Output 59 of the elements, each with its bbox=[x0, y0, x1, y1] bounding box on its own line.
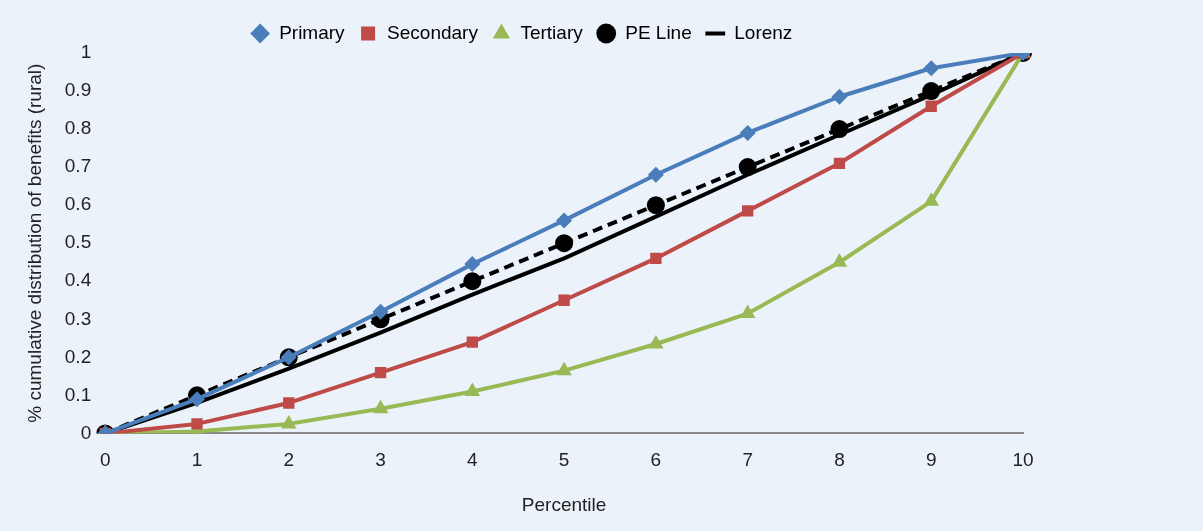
point bbox=[463, 272, 482, 291]
x-axis-title: Percentile bbox=[521, 493, 607, 515]
point bbox=[739, 124, 756, 141]
y-tick-label: 0 bbox=[80, 421, 92, 443]
y-tick-label: 0.8 bbox=[64, 117, 92, 139]
y-tick-label: 0.3 bbox=[64, 307, 92, 329]
point bbox=[647, 166, 664, 183]
point bbox=[648, 335, 664, 349]
x-tick-label: 3 bbox=[375, 449, 386, 471]
point bbox=[372, 303, 389, 320]
x-tick-label: 0 bbox=[99, 449, 111, 471]
point bbox=[280, 414, 297, 429]
point bbox=[830, 120, 849, 139]
y-axis-title: % cumulative distribution of benefits (rural) bbox=[23, 63, 45, 423]
legend-label: PE Line bbox=[625, 21, 692, 43]
point bbox=[742, 205, 754, 217]
legend-label: Primary bbox=[279, 21, 346, 43]
point bbox=[191, 418, 203, 430]
y-tick-label: 0.1 bbox=[64, 383, 92, 405]
point bbox=[464, 256, 481, 273]
legend-label: Secondary bbox=[387, 21, 479, 43]
y-tick-label: 0.5 bbox=[64, 231, 92, 253]
point bbox=[555, 234, 574, 253]
point bbox=[556, 361, 572, 376]
point bbox=[466, 336, 478, 348]
point bbox=[925, 100, 937, 112]
point bbox=[283, 397, 295, 409]
legend-label: Lorenz bbox=[734, 21, 793, 43]
point bbox=[464, 382, 481, 397]
point bbox=[831, 253, 848, 267]
legend-label: Tertiary bbox=[520, 21, 584, 43]
point bbox=[922, 82, 941, 101]
x-tick-label: 2 bbox=[283, 449, 295, 471]
point bbox=[923, 60, 940, 77]
y-tick-label: 0.9 bbox=[64, 79, 92, 101]
point bbox=[556, 212, 573, 229]
point bbox=[374, 366, 387, 379]
point bbox=[372, 399, 389, 414]
point bbox=[650, 252, 662, 265]
point bbox=[739, 304, 756, 319]
point bbox=[558, 294, 570, 306]
x-tick-label: 6 bbox=[650, 449, 662, 471]
x-tick-label: 10 bbox=[1012, 449, 1034, 471]
y-tick-label: 0.6 bbox=[64, 193, 92, 215]
y-tick-label: 0.7 bbox=[64, 155, 92, 177]
x-tick-label: 9 bbox=[925, 449, 937, 471]
x-tick-label: 4 bbox=[467, 449, 479, 471]
x-tick-label: 7 bbox=[742, 449, 753, 471]
x-tick-label: 8 bbox=[834, 449, 845, 471]
x-tick-label: 1 bbox=[191, 449, 203, 471]
point bbox=[738, 158, 757, 177]
point bbox=[188, 391, 205, 408]
x-tick-label: 5 bbox=[558, 449, 570, 471]
point bbox=[831, 88, 848, 105]
point bbox=[833, 157, 846, 169]
y-tick-label: 0.4 bbox=[64, 269, 92, 291]
y-tick-label: 0.2 bbox=[64, 345, 92, 367]
y-tick-label: 1 bbox=[80, 41, 92, 63]
point bbox=[646, 196, 665, 215]
